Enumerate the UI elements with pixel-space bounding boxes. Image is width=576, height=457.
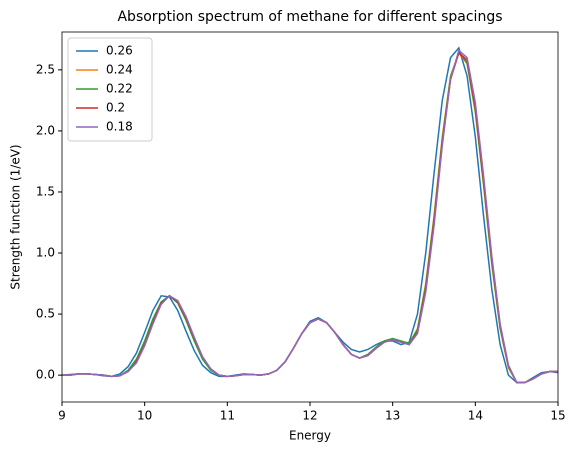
x-tick-label: 11 xyxy=(220,409,235,423)
legend-label: 0.2 xyxy=(106,101,125,115)
y-tick-label: 0.5 xyxy=(36,307,55,321)
x-tick-label: 15 xyxy=(550,409,565,423)
x-axis-label: Energy xyxy=(289,429,331,443)
series-line xyxy=(62,46,558,384)
x-tick-label: 10 xyxy=(137,409,152,423)
chart-title: Absorption spectrum of methane for diffe… xyxy=(117,9,502,25)
legend-label: 0.24 xyxy=(106,63,133,77)
x-tick-label: 12 xyxy=(302,409,317,423)
y-tick-label: 1.5 xyxy=(36,184,55,198)
series-line xyxy=(62,48,558,384)
x-tick-label: 14 xyxy=(468,409,483,423)
y-tick-label: 2.5 xyxy=(36,62,55,76)
y-tick-label: 1.0 xyxy=(36,246,55,260)
y-axis-label: Strength function (1/eV) xyxy=(9,144,23,289)
y-tick-label: 2.0 xyxy=(36,123,55,137)
legend-box xyxy=(67,37,153,142)
x-tick-label: 13 xyxy=(385,409,400,423)
legend-label: 0.22 xyxy=(106,82,133,96)
plot-frame xyxy=(61,31,559,403)
x-tick-label: 9 xyxy=(58,409,66,423)
legend-label: 0.18 xyxy=(106,120,133,134)
y-tick-label: 0.0 xyxy=(36,368,55,382)
legend-label: 0.26 xyxy=(106,44,133,58)
